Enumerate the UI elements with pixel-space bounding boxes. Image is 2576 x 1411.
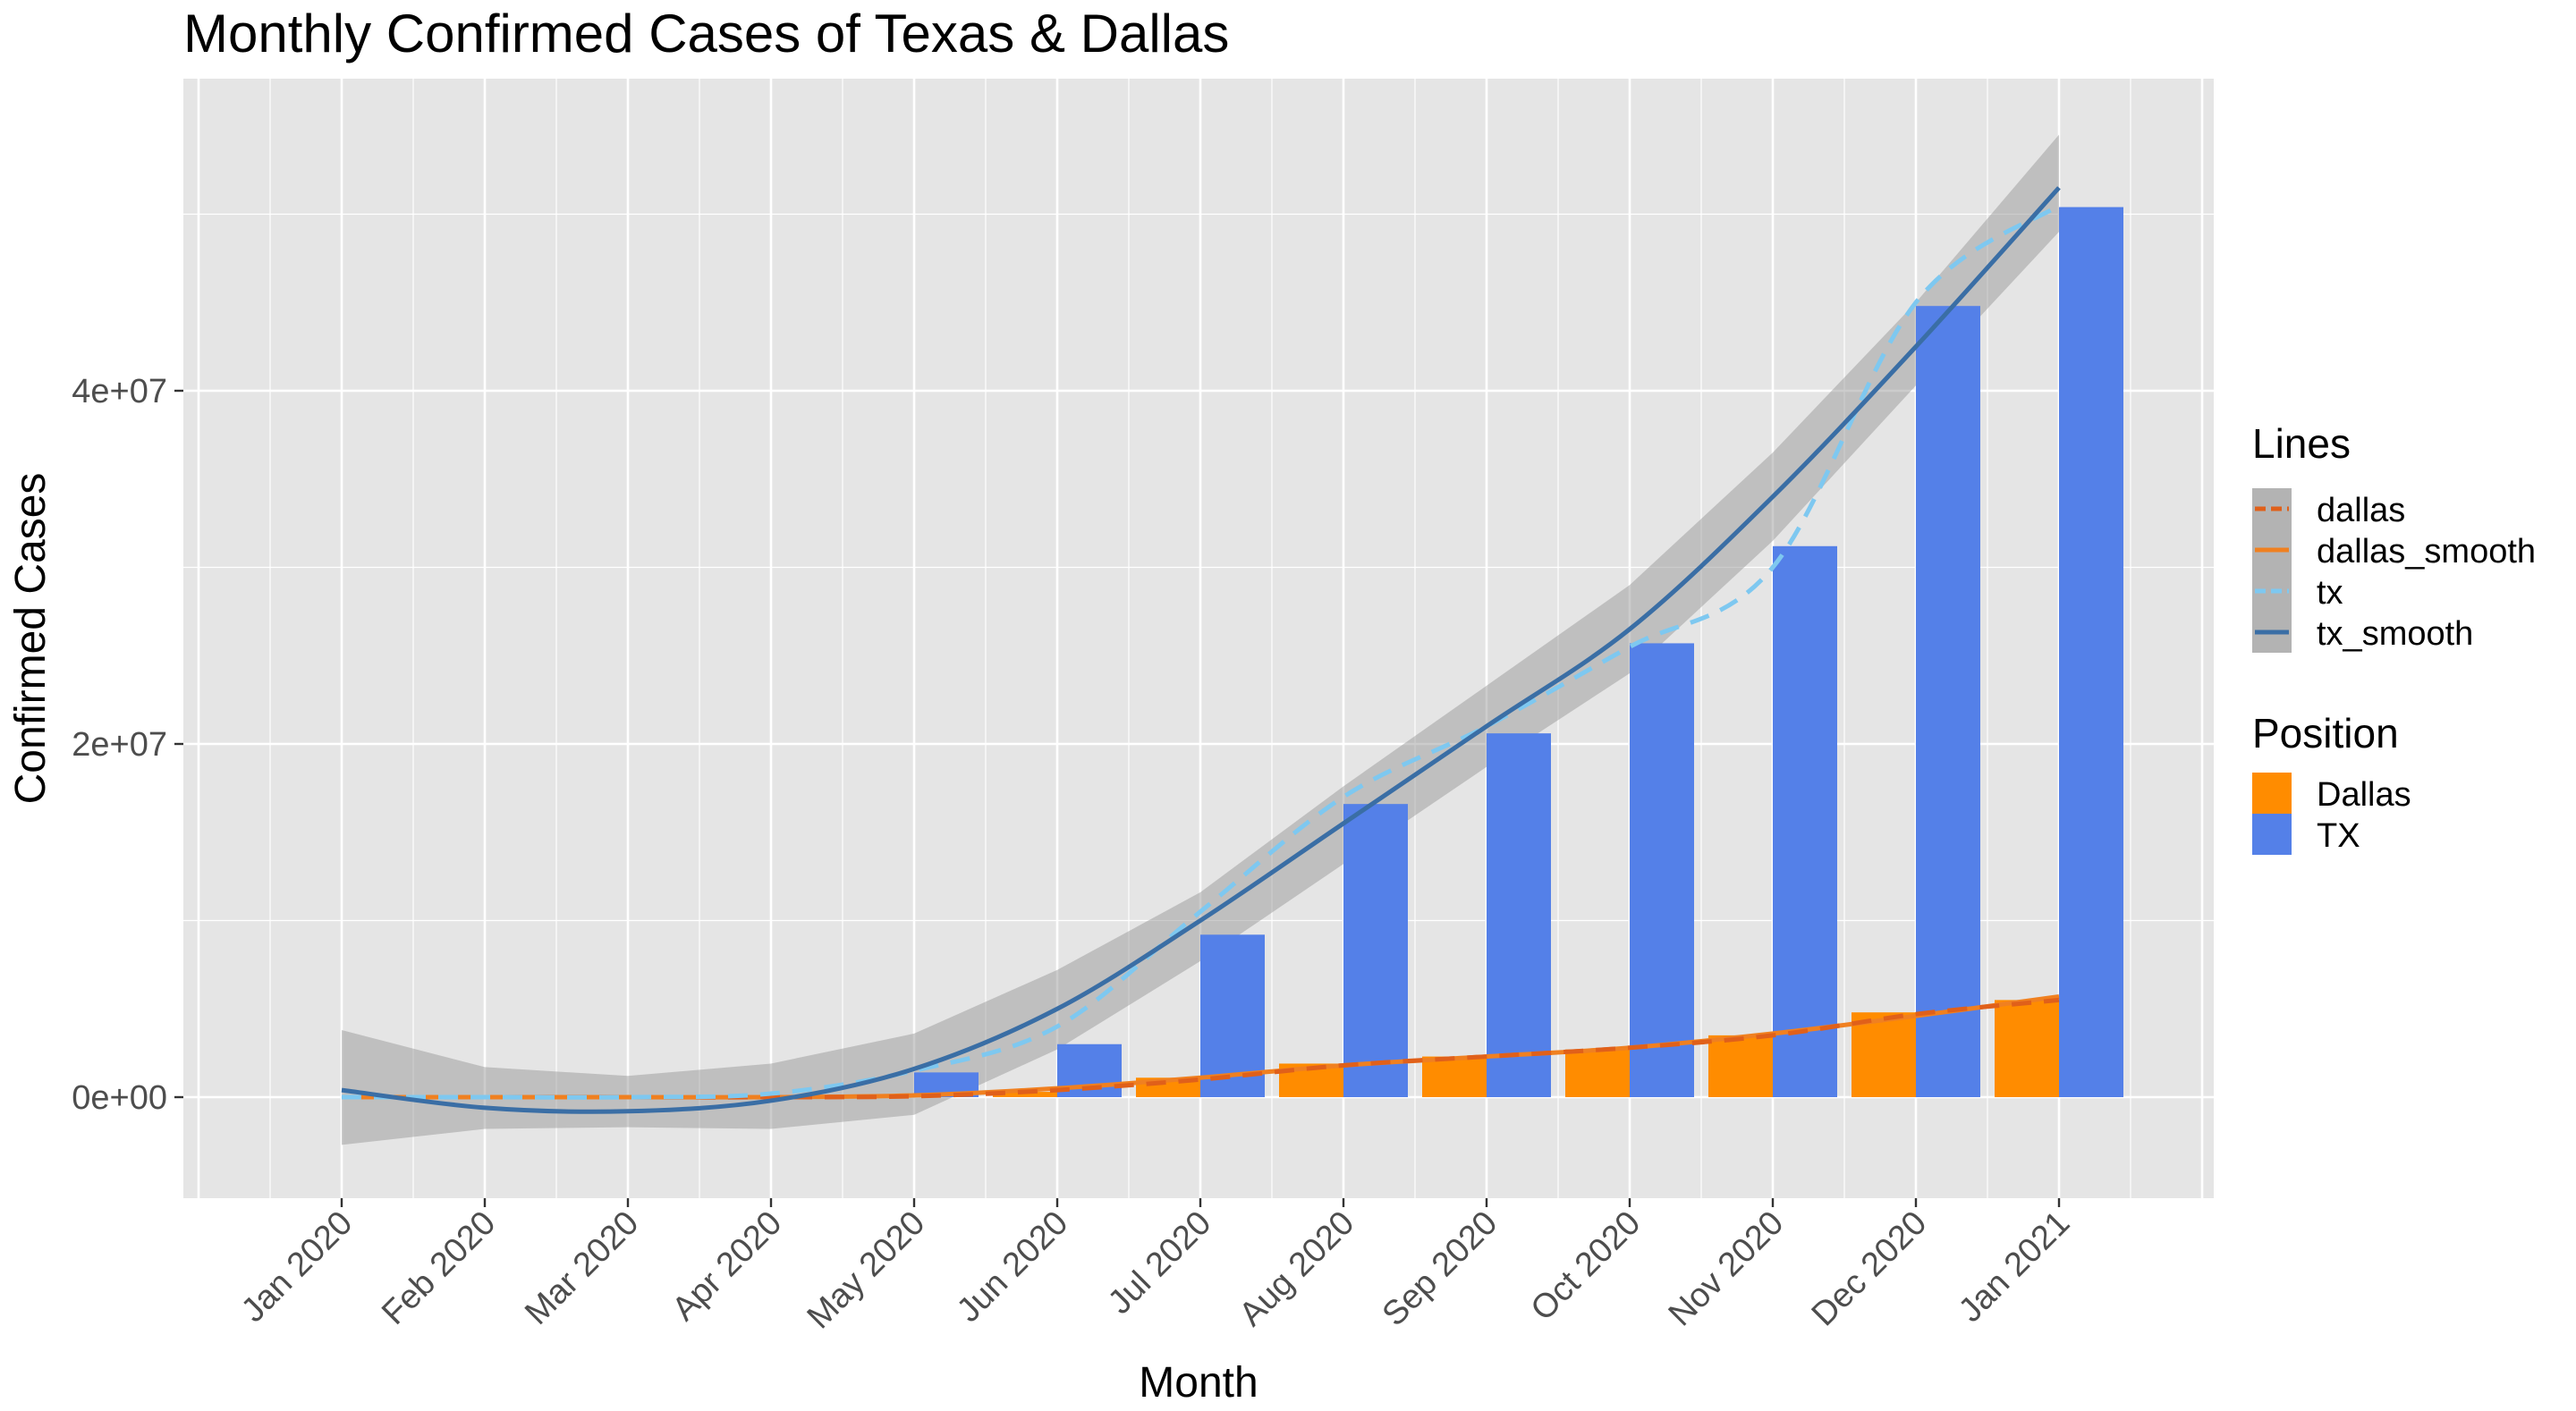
x-tick-label-10: Nov 2020 [1662, 1204, 1792, 1334]
bar-dallas-12 [1995, 1000, 2059, 1097]
bar-tx-8 [1487, 733, 1551, 1097]
legend-label-dallas: Dallas [2317, 776, 2411, 814]
y-tick-label-1: 2e+07 [72, 726, 167, 764]
legend-title-lines: Lines [2252, 420, 2351, 467]
line-dallas [341, 997, 2060, 1100]
line-tx [341, 203, 2061, 1100]
bar-tx-10 [1773, 545, 1837, 1097]
x-tick-label-1: Feb 2020 [375, 1204, 503, 1332]
x-tick-label-11: Dec 2020 [1805, 1204, 1935, 1334]
x-tick-label-3: Apr 2020 [665, 1204, 790, 1329]
bar-tx-9 [1630, 643, 1694, 1097]
x-tick-label-8: Sep 2020 [1376, 1204, 1505, 1334]
x-tick-label-2: Mar 2020 [518, 1204, 646, 1332]
bar-tx-11 [1916, 306, 1980, 1097]
bar-dallas-11 [1852, 1012, 1916, 1097]
x-axis-label: Month [1139, 1359, 1258, 1407]
legend-label-dallas-smooth: dallas_smooth [2317, 533, 2536, 570]
y-axis-label: Confirmed Cases [7, 473, 55, 805]
lines [341, 186, 2061, 1114]
legend-label-tx: tx [2317, 574, 2343, 612]
plot-panel [183, 79, 2214, 1198]
bar-tx-6 [1200, 934, 1265, 1097]
x-tick-label-7: Aug 2020 [1233, 1204, 1362, 1334]
x-tick-label-4: May 2020 [801, 1204, 933, 1337]
legend-label-tx: TX [2317, 817, 2360, 855]
y-tick-label-0: 0e+00 [72, 1079, 167, 1117]
bar-dallas-8 [1422, 1056, 1487, 1097]
legend-key-tx [2252, 814, 2292, 855]
legend-title-position: Position [2252, 710, 2399, 756]
x-tick-label-0: Jan 2020 [234, 1204, 360, 1330]
bar-dallas-5 [993, 1092, 1057, 1097]
chart-title: Monthly Confirmed Cases of Texas & Dalla… [183, 4, 1229, 63]
y-axis: 0e+00 2e+07 4e+07 [72, 373, 183, 1117]
bar-tx-7 [1343, 804, 1408, 1097]
legend-key-dallas [2252, 773, 2292, 814]
x-tick-label-6: Jul 2020 [1101, 1204, 1218, 1322]
x-axis: Jan 2020 Feb 2020 Mar 2020 Apr 2020 May 2020… [234, 1198, 2077, 1336]
x-tick-label-12: Jan 2021 [1952, 1204, 2077, 1330]
bar-dallas-9 [1565, 1049, 1630, 1097]
line-tx-smooth [341, 186, 2061, 1114]
legend-label-dallas: dallas [2317, 492, 2405, 529]
legend-label-tx-smooth: tx_smooth [2317, 615, 2473, 653]
bars [914, 207, 2123, 1098]
bar-tx-12 [2059, 207, 2123, 1098]
y-tick-label-2: 4e+07 [72, 373, 167, 410]
x-tick-label-5: Jun 2020 [950, 1204, 1075, 1330]
grid [183, 79, 2214, 1198]
x-tick-label-9: Oct 2020 [1524, 1204, 1648, 1329]
bar-dallas-10 [1708, 1035, 1773, 1097]
